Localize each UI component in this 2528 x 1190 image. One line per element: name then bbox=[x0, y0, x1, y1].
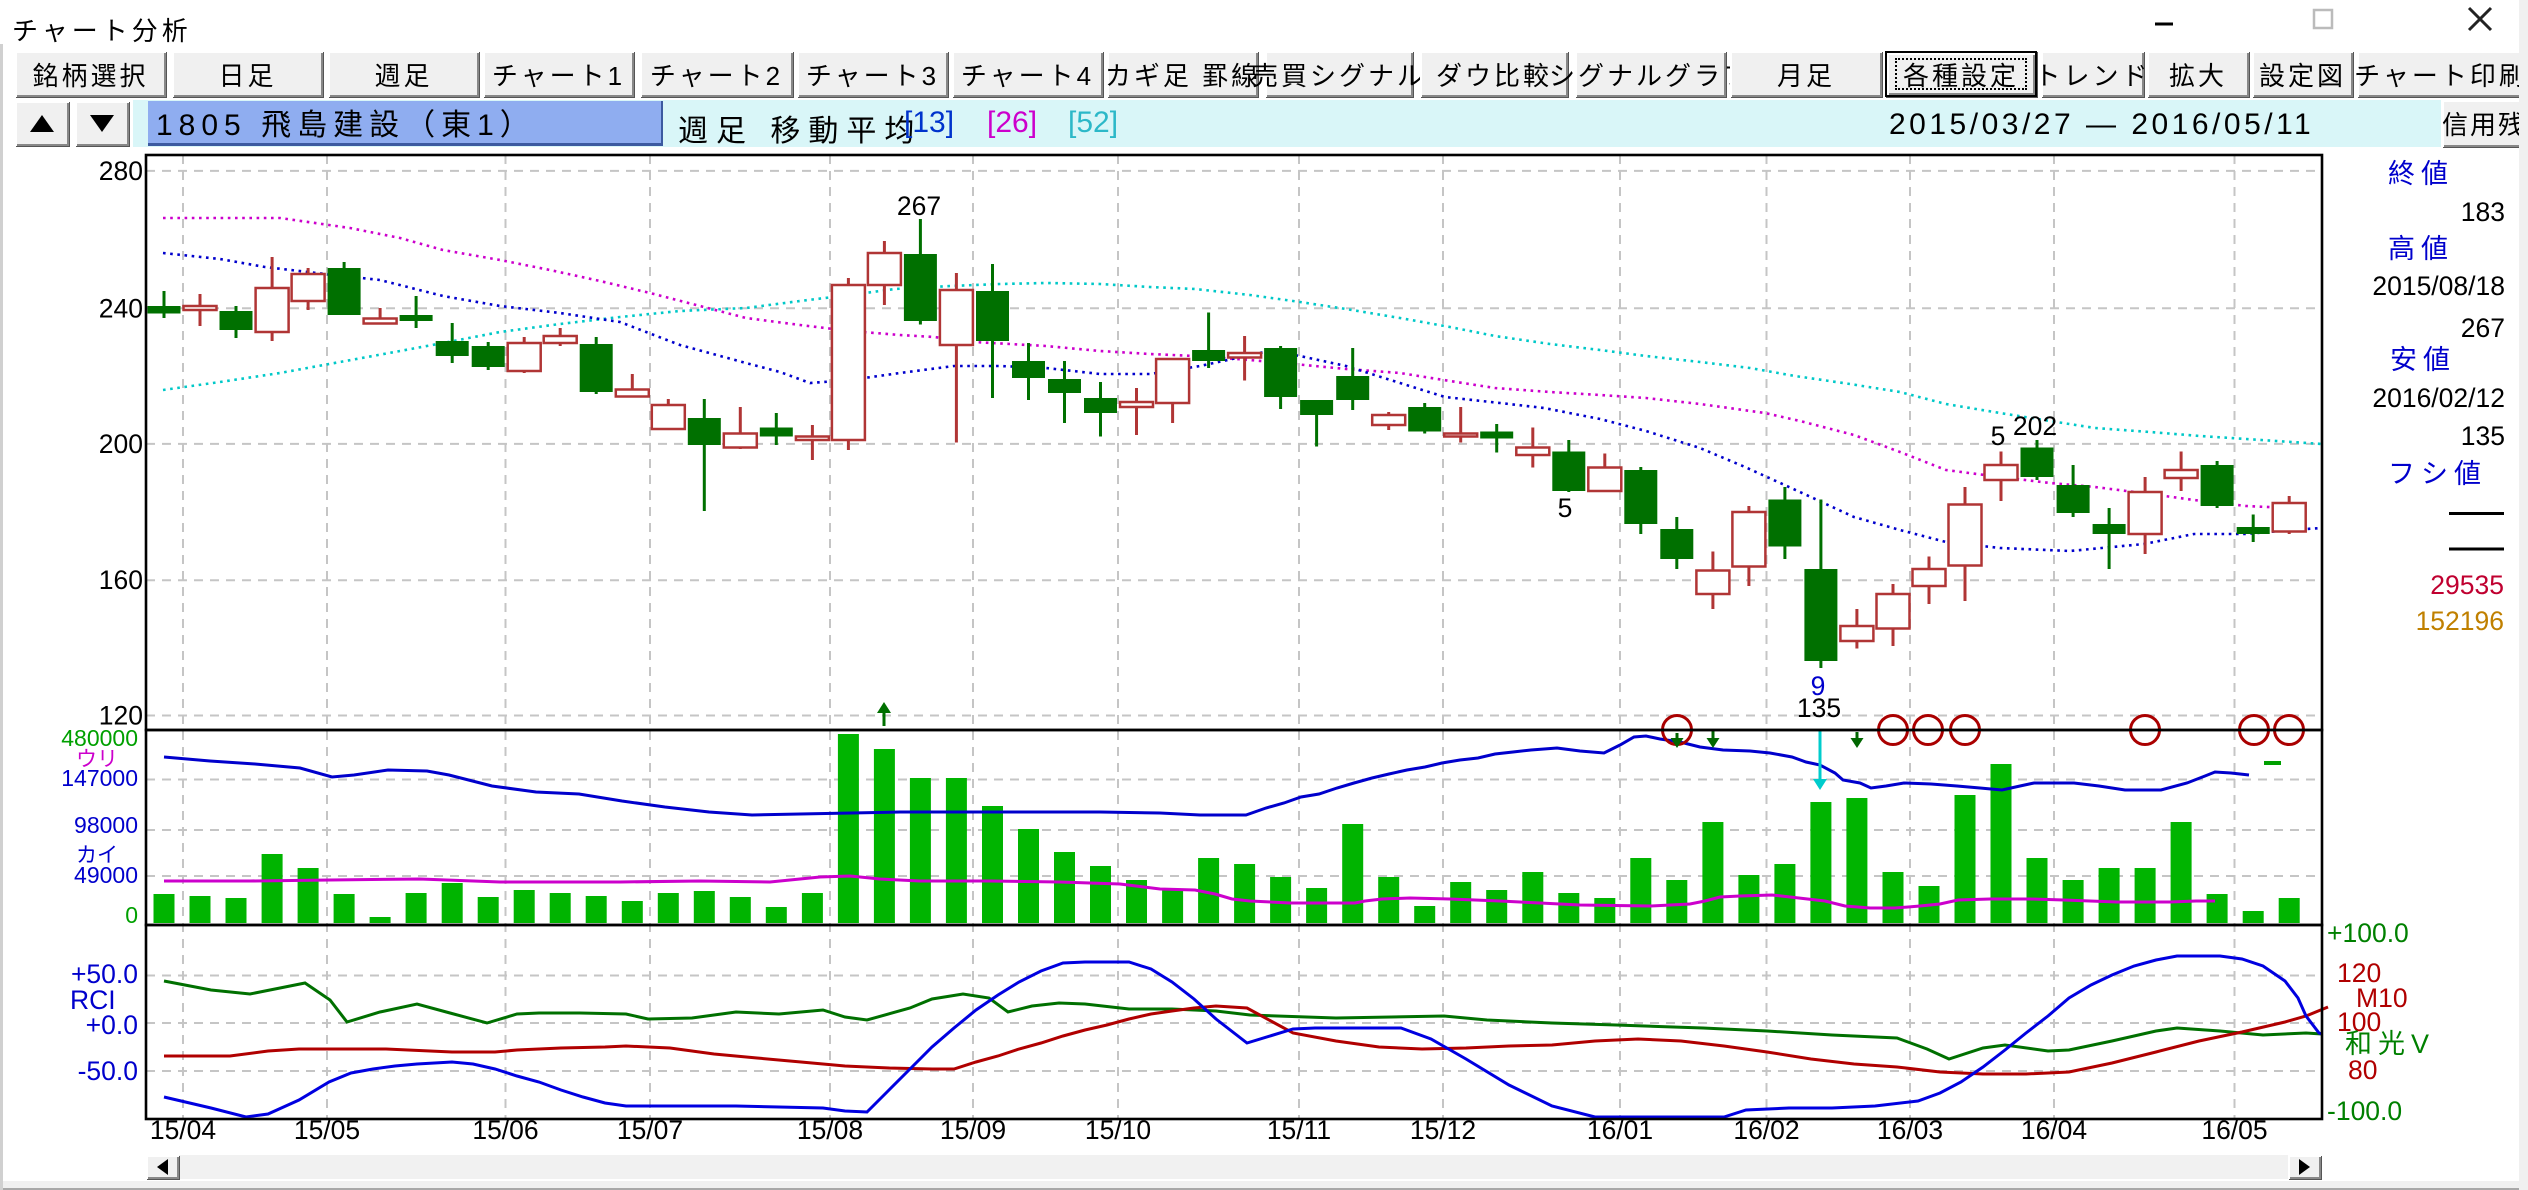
svg-text:和光V: 和光V bbox=[2345, 1029, 2435, 1059]
svg-text:+0.0: +0.0 bbox=[86, 1010, 138, 1040]
svg-text:高値: 高値 bbox=[2388, 234, 2454, 264]
svg-text:120: 120 bbox=[2337, 958, 2381, 988]
svg-text:15/06: 15/06 bbox=[472, 1115, 538, 1145]
svg-text:フシ値: フシ値 bbox=[2388, 459, 2487, 489]
svg-text:200: 200 bbox=[99, 429, 143, 459]
svg-text:160: 160 bbox=[99, 565, 143, 595]
svg-text:147000: 147000 bbox=[61, 765, 138, 791]
svg-text:16/01: 16/01 bbox=[1587, 1115, 1653, 1145]
svg-text:16/02: 16/02 bbox=[1733, 1115, 1799, 1145]
svg-text:安値: 安値 bbox=[2390, 345, 2456, 375]
svg-text:16/04: 16/04 bbox=[2021, 1115, 2087, 1145]
svg-text:135: 135 bbox=[2461, 421, 2505, 451]
svg-text:15/11: 15/11 bbox=[1267, 1115, 1331, 1145]
svg-text:15/12: 15/12 bbox=[1410, 1115, 1476, 1145]
svg-text:15/04: 15/04 bbox=[150, 1115, 216, 1145]
svg-text:+50.0: +50.0 bbox=[71, 959, 138, 989]
svg-text:267: 267 bbox=[2461, 313, 2505, 343]
svg-text:183: 183 bbox=[2461, 197, 2505, 227]
svg-text:2015/08/18: 2015/08/18 bbox=[2372, 271, 2505, 301]
svg-text:15/07: 15/07 bbox=[617, 1115, 683, 1145]
svg-text:5: 5 bbox=[1558, 493, 1573, 523]
svg-text:267: 267 bbox=[897, 191, 941, 221]
svg-text:ウリ: ウリ bbox=[76, 748, 118, 771]
svg-text:240: 240 bbox=[99, 293, 143, 323]
svg-text:+100.0: +100.0 bbox=[2327, 918, 2409, 948]
svg-text:280: 280 bbox=[99, 156, 143, 186]
svg-text:M10: M10 bbox=[2356, 983, 2408, 1013]
svg-text:49000: 49000 bbox=[74, 862, 138, 888]
svg-text:カイ: カイ bbox=[76, 844, 118, 867]
svg-text:16/05: 16/05 bbox=[2201, 1115, 2267, 1145]
svg-text:9: 9 bbox=[1811, 671, 1826, 701]
svg-text:480000: 480000 bbox=[61, 725, 138, 751]
svg-text:16/03: 16/03 bbox=[1877, 1115, 1943, 1145]
svg-text:202: 202 bbox=[2013, 411, 2057, 441]
svg-text:RCI: RCI bbox=[70, 985, 116, 1015]
svg-text:80: 80 bbox=[2348, 1055, 2377, 1085]
svg-text:-100.0: -100.0 bbox=[2327, 1096, 2402, 1126]
svg-text:15/08: 15/08 bbox=[797, 1115, 863, 1145]
svg-text:98000: 98000 bbox=[74, 812, 138, 838]
svg-text:152196: 152196 bbox=[2416, 606, 2504, 636]
svg-text:120: 120 bbox=[99, 701, 143, 731]
svg-text:終値: 終値 bbox=[2388, 159, 2454, 189]
svg-text:0: 0 bbox=[125, 902, 138, 928]
svg-text:5: 5 bbox=[1991, 421, 2006, 451]
svg-text:100: 100 bbox=[2337, 1007, 2381, 1037]
svg-text:2016/02/12: 2016/02/12 bbox=[2372, 383, 2505, 413]
svg-text:15/10: 15/10 bbox=[1085, 1115, 1151, 1145]
svg-text:135: 135 bbox=[1797, 693, 1841, 723]
svg-text:15/09: 15/09 bbox=[940, 1115, 1006, 1145]
svg-text:29535: 29535 bbox=[2430, 570, 2504, 600]
svg-text:-50.0: -50.0 bbox=[78, 1056, 138, 1086]
svg-text:15/05: 15/05 bbox=[294, 1115, 360, 1145]
